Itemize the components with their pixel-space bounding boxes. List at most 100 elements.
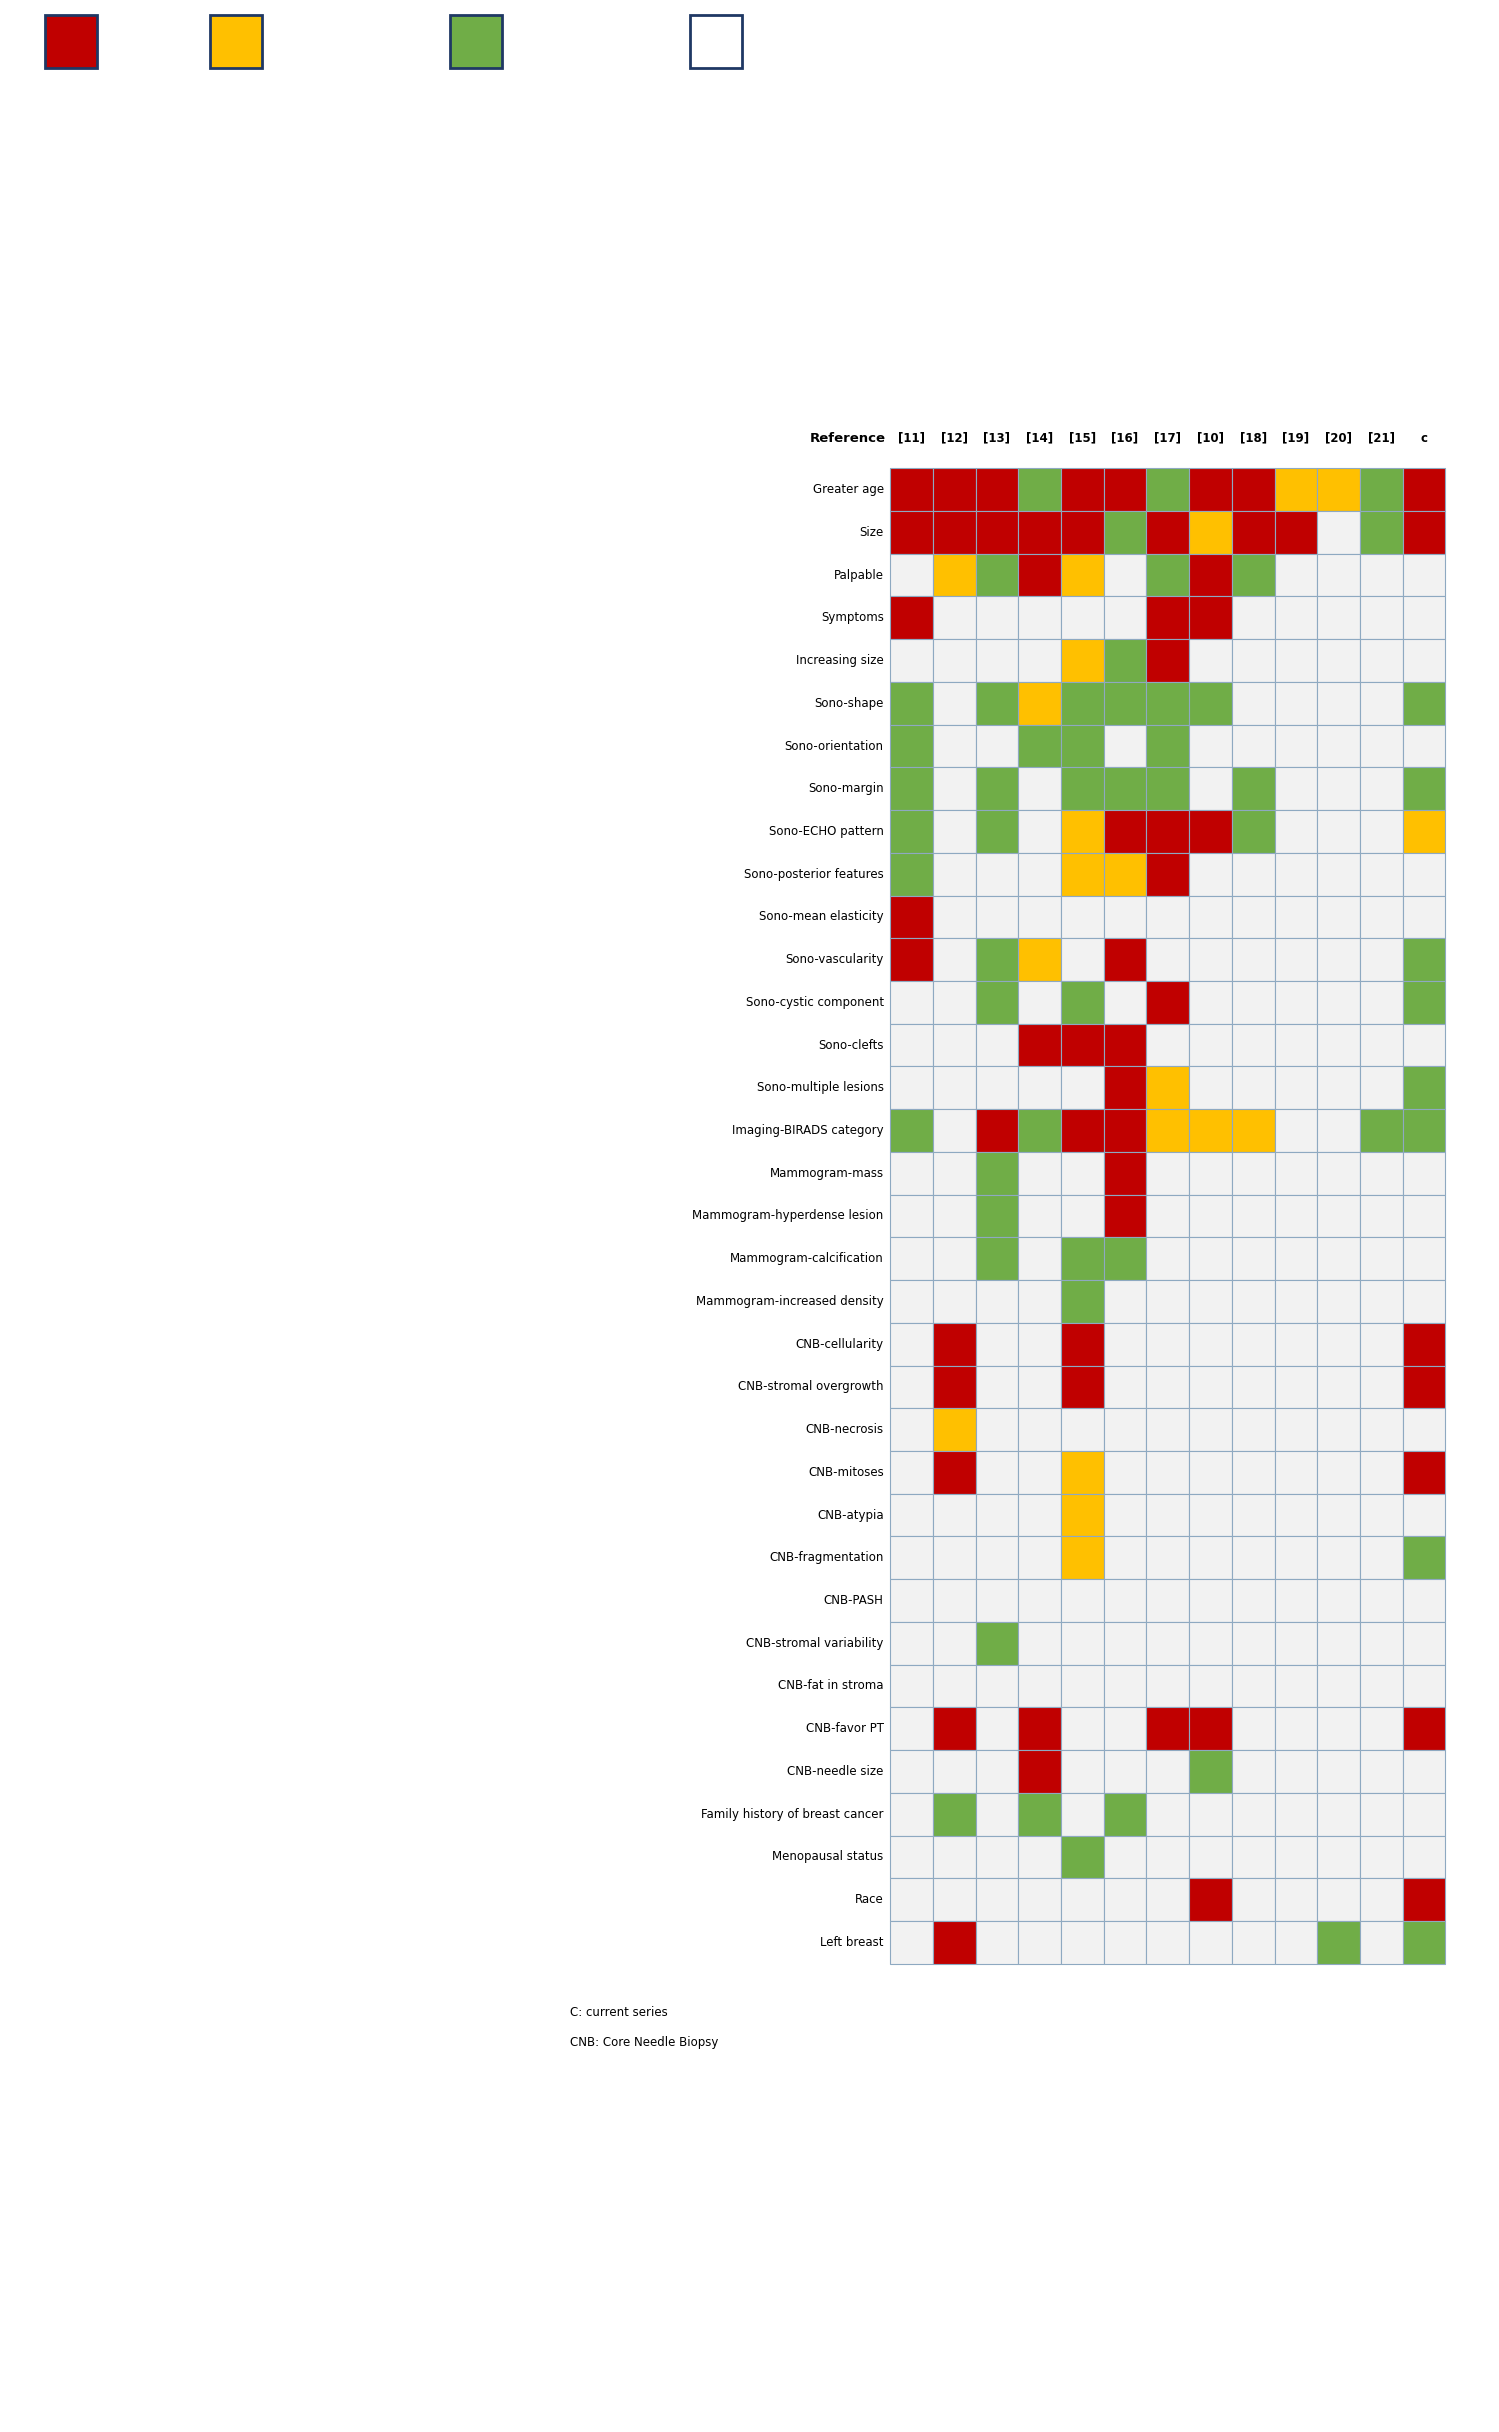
Text: Imaging-BIRADS category: Imaging-BIRADS category <box>732 1124 883 1138</box>
Bar <box>890 1836 932 1878</box>
Bar <box>1274 1109 1318 1153</box>
Text: Mammogram-calcification: Mammogram-calcification <box>730 1252 883 1265</box>
Bar <box>1318 1068 1360 1109</box>
Bar <box>932 1238 976 1279</box>
Bar <box>976 1153 1018 1194</box>
Bar <box>1232 1663 1274 1707</box>
Bar <box>1147 1452 1189 1493</box>
Text: CNB: Core Needle Biopsy: CNB: Core Needle Biopsy <box>570 2036 718 2050</box>
Bar <box>932 554 976 596</box>
Bar <box>976 1707 1018 1751</box>
Bar <box>1147 854 1189 895</box>
Bar <box>976 469 1018 511</box>
Bar <box>890 1109 932 1153</box>
Bar <box>1103 511 1147 554</box>
Bar <box>1403 1364 1445 1408</box>
Bar <box>1147 980 1189 1024</box>
Bar <box>1360 769 1403 810</box>
Bar <box>1318 725 1360 769</box>
Bar <box>1403 511 1445 554</box>
Bar <box>1360 980 1403 1024</box>
Bar <box>976 1323 1018 1364</box>
Bar <box>1318 1921 1360 1963</box>
Text: Sono-mean elasticity: Sono-mean elasticity <box>758 910 883 924</box>
Bar <box>1189 554 1232 596</box>
Bar <box>1403 980 1445 1024</box>
Bar <box>1403 769 1445 810</box>
Bar <box>1189 1622 1232 1663</box>
Bar <box>932 1622 976 1663</box>
Text: [13]: [13] <box>983 433 1010 445</box>
Bar <box>1061 810 1103 854</box>
Bar <box>890 511 932 554</box>
Text: [10]: [10] <box>1198 433 1225 445</box>
Bar <box>1360 1792 1403 1836</box>
Bar <box>1274 1323 1318 1364</box>
Bar <box>976 511 1018 554</box>
Bar <box>1103 939 1147 980</box>
Bar <box>1061 1751 1103 1792</box>
Bar <box>1147 1578 1189 1622</box>
Bar <box>890 1279 932 1323</box>
Bar <box>1360 1663 1403 1707</box>
Bar <box>1318 1836 1360 1878</box>
Bar <box>1103 1408 1147 1452</box>
Bar <box>890 1537 932 1578</box>
Bar <box>976 895 1018 939</box>
Bar <box>1103 1493 1147 1537</box>
Bar <box>1403 1109 1445 1153</box>
Bar <box>1103 1878 1147 1921</box>
Bar <box>890 1024 932 1068</box>
Bar <box>1189 854 1232 895</box>
Bar <box>1318 1751 1360 1792</box>
Bar <box>1189 511 1232 554</box>
Bar <box>1061 469 1103 511</box>
Bar <box>1232 1792 1274 1836</box>
Text: Mammogram-mass: Mammogram-mass <box>769 1167 883 1180</box>
Text: Mammogram-increased density: Mammogram-increased density <box>696 1294 883 1308</box>
Bar <box>1103 1751 1147 1792</box>
Bar <box>1232 554 1274 596</box>
Bar <box>1147 1364 1189 1408</box>
Bar <box>1018 1663 1061 1707</box>
Bar <box>1318 1153 1360 1194</box>
Bar <box>1403 1408 1445 1452</box>
Bar <box>1360 1878 1403 1921</box>
Bar <box>1147 1408 1189 1452</box>
Bar <box>1018 939 1061 980</box>
Bar <box>932 1153 976 1194</box>
Bar <box>1103 1663 1147 1707</box>
Bar <box>1147 769 1189 810</box>
Bar <box>1061 1024 1103 1068</box>
Bar <box>1274 939 1318 980</box>
Bar <box>1318 1878 1360 1921</box>
Bar <box>1360 895 1403 939</box>
Bar <box>976 854 1018 895</box>
Bar <box>1360 1024 1403 1068</box>
Bar <box>1232 810 1274 854</box>
Bar <box>976 1537 1018 1578</box>
Bar <box>1147 1707 1189 1751</box>
Bar <box>1147 725 1189 769</box>
Bar <box>1403 554 1445 596</box>
Bar <box>1274 1408 1318 1452</box>
Bar <box>1061 1578 1103 1622</box>
Bar <box>1147 1751 1189 1792</box>
Bar <box>1103 1279 1147 1323</box>
Bar <box>1360 554 1403 596</box>
Bar <box>890 1878 932 1921</box>
Bar <box>1318 554 1360 596</box>
Bar <box>1147 1109 1189 1153</box>
Text: CNB-stromal variability: CNB-stromal variability <box>747 1637 883 1649</box>
Bar <box>976 1194 1018 1238</box>
Bar <box>1318 1622 1360 1663</box>
Bar <box>1147 554 1189 596</box>
Bar <box>1403 681 1445 725</box>
Bar <box>1403 1622 1445 1663</box>
Bar <box>976 681 1018 725</box>
Text: Family history of breast cancer: Family history of breast cancer <box>702 1807 883 1822</box>
Bar <box>1103 1921 1147 1963</box>
Bar <box>976 1921 1018 1963</box>
Bar <box>1147 895 1189 939</box>
Bar <box>1360 939 1403 980</box>
